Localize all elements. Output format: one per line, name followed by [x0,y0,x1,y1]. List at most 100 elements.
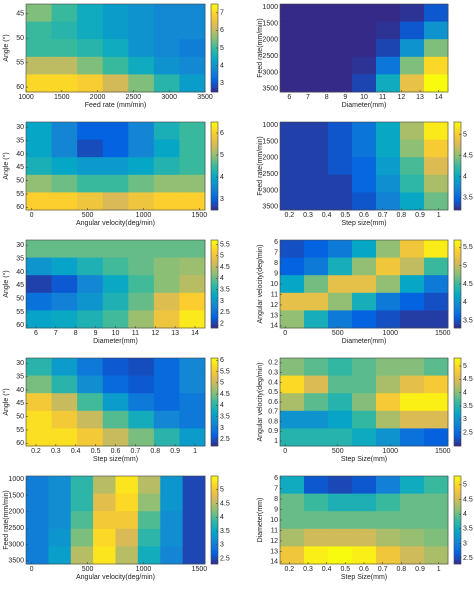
colorbar-step [211,141,218,145]
heat-cell [102,240,129,258]
x-tick-label: 0.4 [71,448,81,455]
heat-cell [102,410,129,429]
colorbar-step [454,301,461,305]
y-tick-label: 1000 [262,4,278,11]
colorbar-step [211,314,218,318]
colorbar-step [211,78,218,82]
colorbar-step [454,478,461,481]
x-axis-label: Angular velocity(deg/min) [76,220,155,227]
heat-cell [102,122,129,140]
colorbar-step [211,257,218,261]
heat-cell [115,511,139,530]
colorbar-step [211,325,218,329]
panel: 0.2 0.3 0.4 0.5 0.6 0.7 0.8 0.9 1 1000 1500 2000 250… [257,121,473,227]
heat-cell [128,410,155,429]
x-tick-label: 3500 [197,94,213,101]
colorbar-step [211,133,218,136]
colorbar-step [454,391,461,394]
colorbar-step [211,43,218,47]
colorbar-step [454,290,461,294]
colorbar-step [211,364,218,368]
colorbar-tick-label: 5 [463,263,467,270]
y-tick-label: 60 [16,440,24,447]
heat-cell [153,393,180,412]
heat-cell [70,546,94,565]
heat-cell [352,358,377,376]
y-tick-label: 1 [274,438,278,445]
colorbar-step [454,384,461,387]
heat-cell [328,292,353,311]
colorbar-step [211,159,218,162]
colorbar-step [454,410,461,414]
colorbar-frame [453,121,462,211]
heat-cell [424,39,449,58]
y-tick-label: 50 [16,296,24,303]
colorbar-step [211,292,218,296]
colorbar-step [211,443,218,447]
colorbar-step [454,185,461,189]
y-tick-label: 2000 [262,155,278,162]
colorbar-step [211,83,218,86]
y-tick-label: 55 [16,309,24,316]
heat-cell [376,122,401,140]
heat-cell [352,4,377,22]
colorbar-tick-label: 4 [220,275,224,282]
heat-cell [153,410,180,429]
colorbar-step [211,275,218,278]
colorbar-step [211,553,218,556]
x-tick-label: 500 [82,212,94,219]
y-tick-label: 40 [16,269,24,276]
colorbar-step [454,524,461,527]
colorbar-step [211,81,218,84]
colorbar-step [454,135,461,138]
heat-cell [280,39,305,58]
y-tick-label: 13 [270,548,278,555]
x-tick-label: 1000 [136,566,152,573]
y-tick-label: 35 [16,256,24,263]
heat-cell [328,192,353,211]
heat-cell [26,257,52,276]
heat-cell [128,192,155,211]
panel: 6 7 8 9 10 11 12 13 1430354045505560Diameter(mm)… [2,239,230,345]
heat-cell [400,428,425,447]
heat-cell [304,74,329,93]
colorbar-step [454,177,461,180]
colorbar-step [211,515,218,519]
heat-cell [137,546,161,565]
y-tick-label: 0.3 [268,370,278,377]
y-tick-label: 60 [16,84,24,91]
colorbar-step [454,207,461,211]
heat-cell [26,174,52,193]
colorbar-step [454,377,461,381]
colorbar-step [211,87,218,91]
heat-cell [400,56,425,75]
y-tick-label: 45 [16,11,24,18]
heat-cell [280,4,305,22]
heat-cell [352,257,377,276]
colorbar-step [454,369,461,372]
colorbar-step [454,502,461,505]
heat-cell [153,56,180,75]
heat-cell [93,546,116,565]
heat-cell [400,174,425,193]
colorbar-step [454,264,461,267]
heat-cell [102,428,129,447]
x-tick-label: 12 [151,330,159,337]
x-tick-label: 13 [171,330,179,337]
heat-cell [376,21,401,40]
heat-cell [26,393,52,412]
heat-cell [51,310,78,329]
heat-cell [26,410,52,429]
heat-cell [93,511,116,530]
colorbar-step [454,270,461,274]
plot-frame [25,3,206,93]
x-tick-label: 1000 [382,330,398,337]
colorbar-step [454,395,461,398]
colorbar-step [454,417,461,420]
colorbar-step [211,559,218,563]
heat-cell [128,122,155,140]
colorbar-tick-label: 7 [220,10,224,17]
heat-cell [328,428,353,447]
colorbar-step [211,266,218,269]
heat-cell [280,74,305,93]
